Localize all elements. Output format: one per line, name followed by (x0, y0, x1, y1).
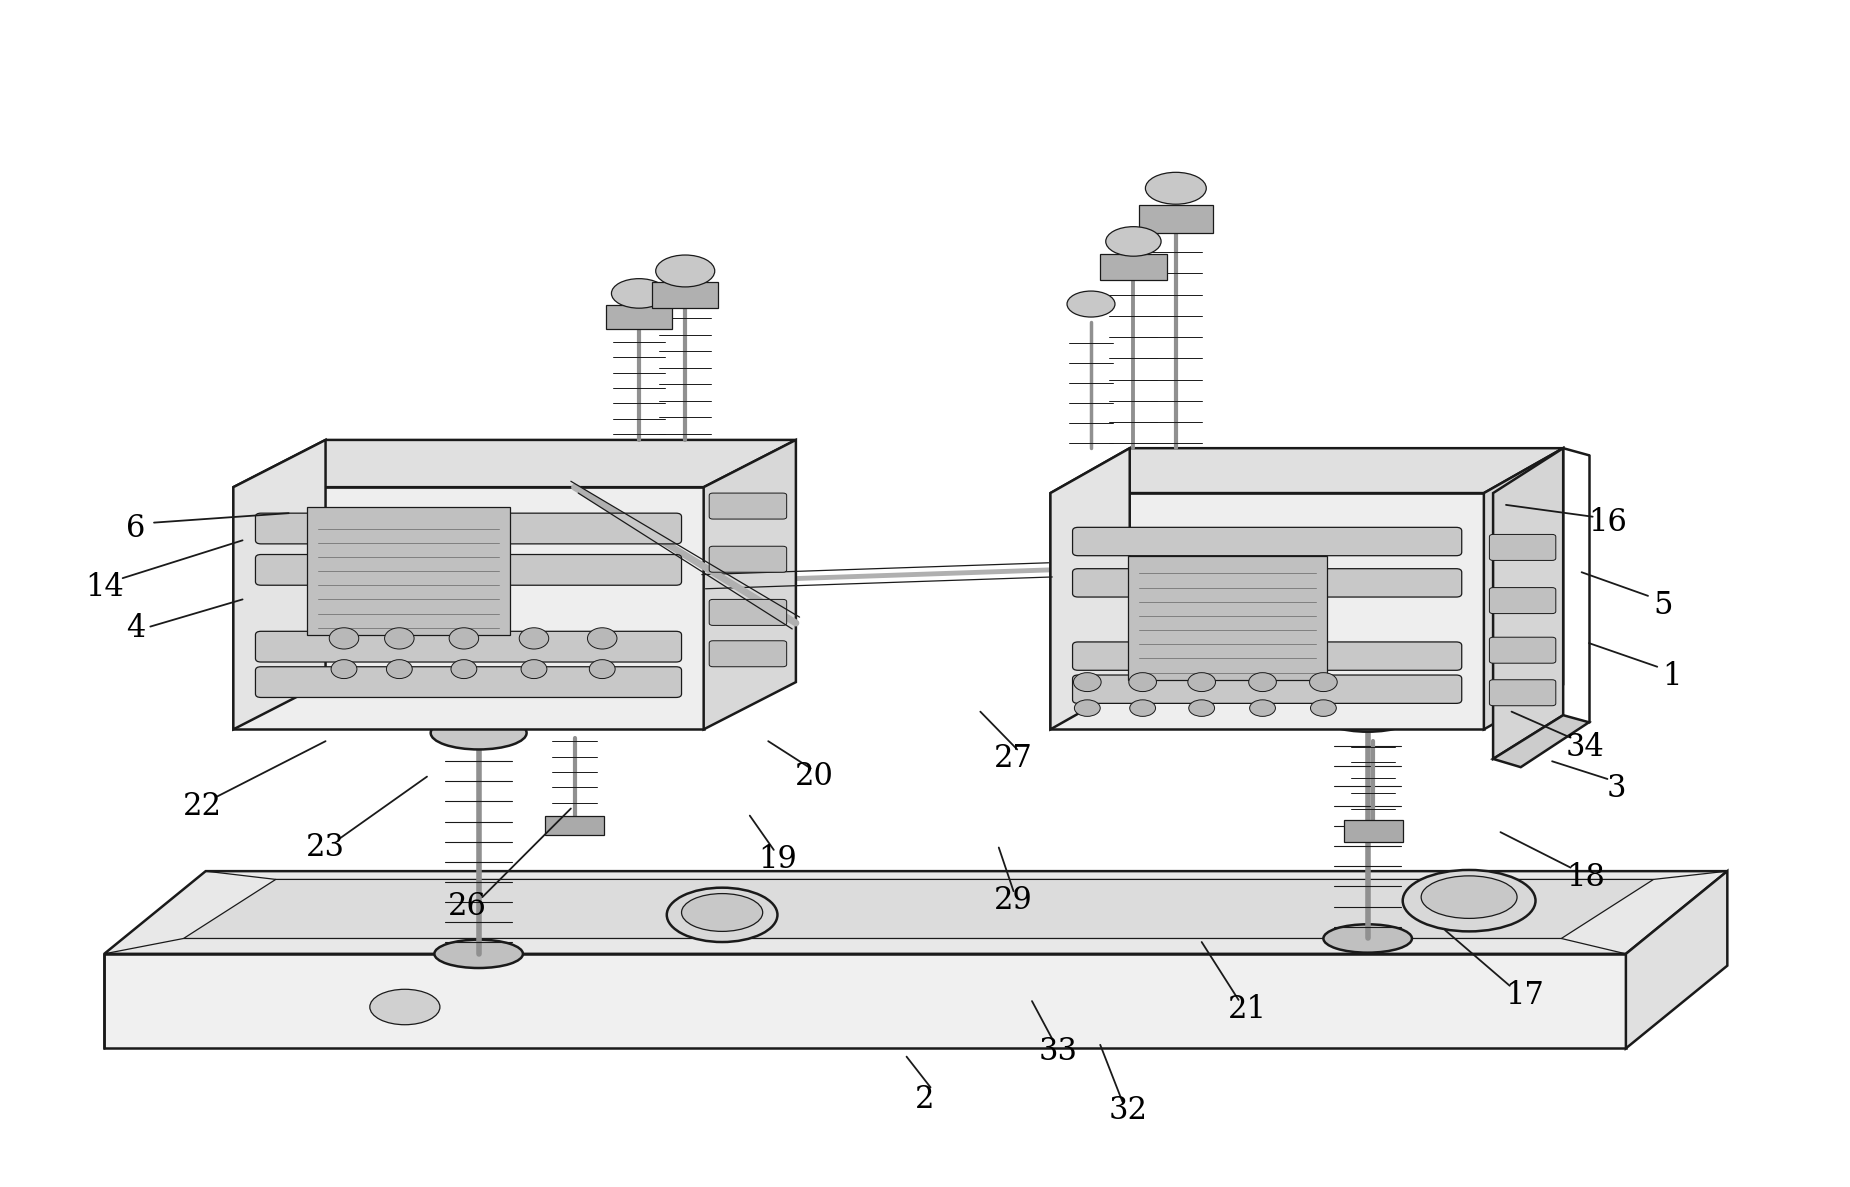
Ellipse shape (1145, 172, 1206, 204)
Ellipse shape (435, 940, 524, 969)
Bar (1128, 556, 1326, 680)
Polygon shape (1626, 871, 1728, 1048)
FancyBboxPatch shape (255, 513, 681, 544)
Ellipse shape (681, 894, 762, 932)
Polygon shape (104, 954, 1626, 1048)
Ellipse shape (1319, 699, 1415, 731)
FancyBboxPatch shape (1489, 637, 1556, 664)
Ellipse shape (1128, 673, 1156, 692)
Polygon shape (233, 440, 326, 729)
Ellipse shape (1067, 291, 1116, 317)
Text: 21: 21 (1228, 994, 1267, 1024)
Ellipse shape (1073, 673, 1101, 692)
Polygon shape (1484, 449, 1563, 729)
Bar (1101, 254, 1167, 280)
Polygon shape (1051, 449, 1563, 493)
Bar (651, 281, 718, 307)
FancyBboxPatch shape (1073, 675, 1462, 704)
Bar (1343, 820, 1402, 842)
Ellipse shape (1106, 227, 1162, 256)
Ellipse shape (588, 628, 618, 649)
Ellipse shape (450, 628, 479, 649)
Ellipse shape (1249, 673, 1276, 692)
Polygon shape (104, 871, 1728, 954)
FancyBboxPatch shape (709, 641, 786, 667)
FancyBboxPatch shape (1073, 527, 1462, 556)
FancyBboxPatch shape (1489, 534, 1556, 560)
FancyBboxPatch shape (709, 599, 786, 626)
Text: 20: 20 (796, 761, 834, 792)
Ellipse shape (1402, 870, 1535, 932)
Text: 34: 34 (1565, 731, 1604, 762)
Polygon shape (233, 440, 796, 487)
Text: 22: 22 (183, 791, 222, 821)
Bar (546, 815, 605, 834)
FancyBboxPatch shape (255, 667, 681, 698)
Bar (1140, 205, 1214, 233)
Ellipse shape (522, 660, 548, 679)
Ellipse shape (1421, 876, 1517, 919)
FancyBboxPatch shape (709, 493, 786, 519)
Text: 16: 16 (1587, 507, 1626, 538)
Text: 27: 27 (993, 743, 1032, 774)
Ellipse shape (590, 660, 616, 679)
Text: 33: 33 (1038, 1036, 1077, 1067)
Ellipse shape (1310, 700, 1336, 717)
Text: 5: 5 (1654, 590, 1672, 621)
Polygon shape (703, 440, 796, 729)
Text: 6: 6 (126, 513, 146, 544)
Ellipse shape (1310, 673, 1338, 692)
Ellipse shape (520, 628, 549, 649)
Text: 4: 4 (126, 614, 144, 645)
Bar (307, 507, 511, 635)
Text: 2: 2 (916, 1084, 934, 1115)
Text: 19: 19 (758, 844, 797, 875)
FancyBboxPatch shape (1073, 642, 1462, 671)
FancyBboxPatch shape (1489, 588, 1556, 614)
Ellipse shape (655, 255, 714, 287)
FancyBboxPatch shape (1073, 569, 1462, 597)
Ellipse shape (1130, 700, 1156, 717)
Polygon shape (1493, 449, 1563, 758)
Ellipse shape (329, 628, 359, 649)
Ellipse shape (1188, 673, 1215, 692)
Text: 1: 1 (1663, 661, 1682, 692)
Ellipse shape (666, 888, 777, 942)
Text: 18: 18 (1565, 862, 1604, 893)
Polygon shape (1493, 716, 1589, 767)
Ellipse shape (431, 717, 527, 749)
Text: 14: 14 (85, 572, 124, 603)
Ellipse shape (1323, 925, 1412, 953)
FancyBboxPatch shape (709, 546, 786, 572)
Ellipse shape (612, 279, 666, 309)
Text: 29: 29 (993, 886, 1032, 916)
Ellipse shape (1249, 700, 1275, 717)
Ellipse shape (451, 660, 477, 679)
FancyBboxPatch shape (1489, 680, 1556, 706)
FancyBboxPatch shape (255, 554, 681, 585)
Polygon shape (1051, 493, 1484, 729)
FancyBboxPatch shape (255, 631, 681, 662)
Polygon shape (233, 487, 703, 729)
Polygon shape (183, 880, 1654, 939)
Ellipse shape (1075, 700, 1101, 717)
Ellipse shape (387, 660, 413, 679)
Text: 17: 17 (1506, 979, 1545, 1010)
Ellipse shape (385, 628, 414, 649)
Ellipse shape (370, 989, 440, 1024)
Bar (607, 305, 672, 329)
Ellipse shape (1190, 700, 1215, 717)
Text: 3: 3 (1608, 773, 1626, 804)
Text: 26: 26 (448, 891, 487, 922)
Text: 32: 32 (1108, 1096, 1147, 1126)
Ellipse shape (331, 660, 357, 679)
Text: 23: 23 (305, 832, 346, 863)
Polygon shape (1051, 449, 1130, 729)
